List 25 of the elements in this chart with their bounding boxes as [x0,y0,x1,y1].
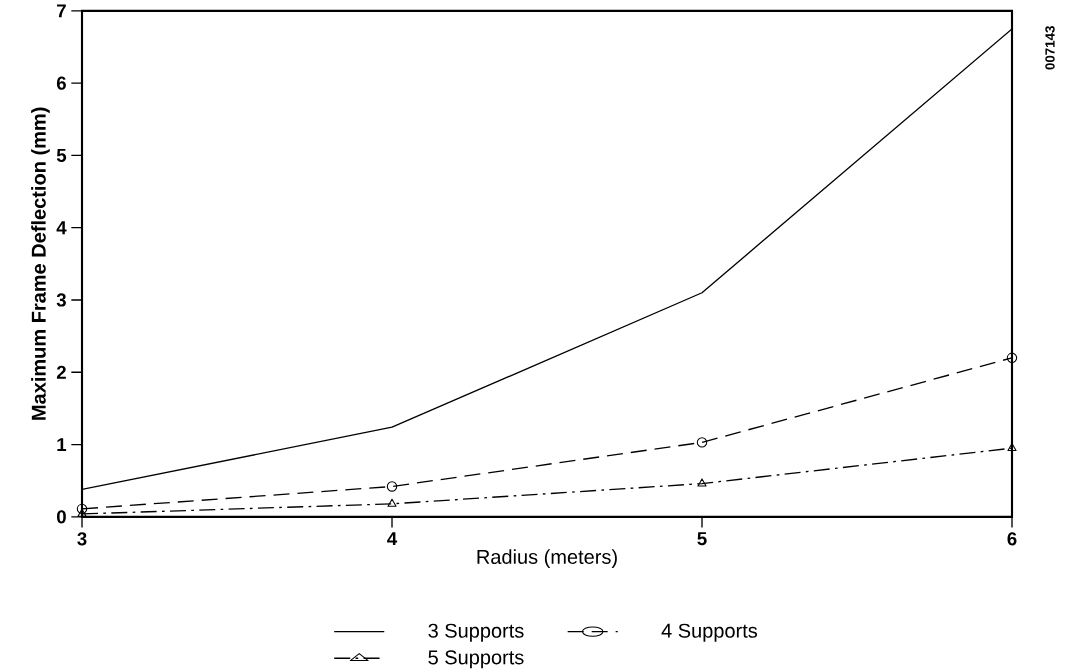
legend-label: 3 Supports [428,623,524,642]
legend-label: 5 Supports [428,650,524,669]
x-tick-label: 4 [387,532,398,546]
point [1006,352,1018,364]
y-tick-label: 7 [57,4,66,18]
point [696,437,708,448]
x-tick-label: 3 [77,532,87,546]
y-tick-label: 0 [56,510,66,524]
y-tick-label: 3 [56,293,66,307]
point [387,498,397,507]
point [386,481,398,492]
x-axis-title: Radius (meters) [477,549,617,569]
y-tick-label: 6 [56,76,66,90]
y-tick-label: 2 [56,365,66,380]
y-tick-label: 5 [56,149,67,163]
x-tick-label: 5 [697,532,707,546]
y-tick-label: 1 [57,438,67,452]
text: 007143 [1045,26,1055,70]
x-tick-label: 6 [1007,532,1017,546]
point [76,503,88,515]
y-axis-title: Maximum Frame Deflection (mm) [31,107,50,420]
point [697,478,707,487]
legend-label: 4 Supports [661,623,758,642]
y-tick-label: 4 [56,221,67,235]
point [1007,443,1017,452]
